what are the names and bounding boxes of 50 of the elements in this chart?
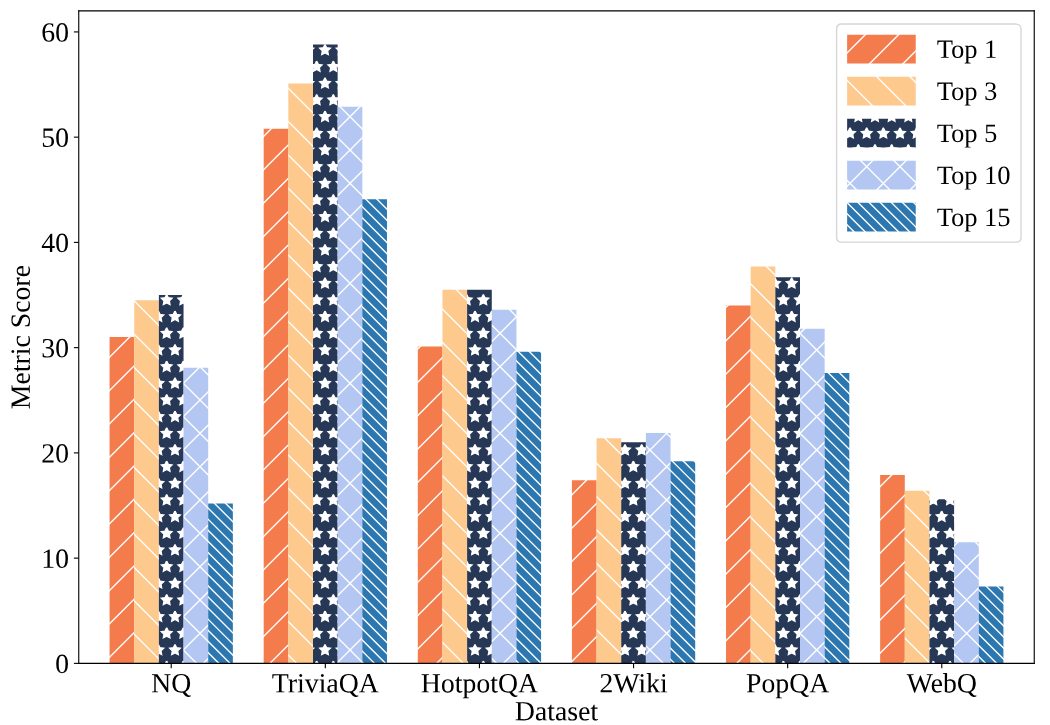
bar bbox=[263, 128, 289, 664]
bar bbox=[491, 309, 517, 664]
bar bbox=[726, 305, 751, 664]
bar bbox=[824, 372, 850, 664]
bar bbox=[516, 351, 542, 664]
bar bbox=[109, 337, 135, 664]
y-tick-label: 10 bbox=[43, 549, 68, 569]
legend-label: Top 5 bbox=[937, 124, 997, 148]
bar bbox=[337, 106, 363, 664]
x-tick-label: NQ bbox=[151, 673, 191, 697]
bar bbox=[158, 295, 184, 664]
x-tick-label: HotpotQA bbox=[421, 673, 538, 699]
legend-label: Top 3 bbox=[937, 82, 997, 106]
y-axis-title: Metric Score bbox=[11, 265, 31, 409]
bar bbox=[417, 346, 443, 664]
x-tick-label: PopQA bbox=[746, 673, 830, 699]
x-tick-label: WebQ bbox=[906, 673, 977, 697]
legend-label: Top 1 bbox=[937, 40, 996, 64]
y-tick-label: 40 bbox=[41, 233, 68, 253]
bar bbox=[904, 490, 930, 664]
legend-label: Top 10 bbox=[937, 166, 1010, 190]
bar bbox=[442, 289, 468, 664]
legend-label: Top 15 bbox=[937, 208, 1010, 232]
bar bbox=[645, 432, 671, 664]
bar bbox=[208, 503, 233, 664]
bar bbox=[750, 266, 776, 664]
x-tick-label: TriviaQA bbox=[272, 673, 379, 697]
y-tick-label: 60 bbox=[42, 23, 68, 42]
x-axis-title: Dataset bbox=[515, 702, 598, 721]
bar bbox=[571, 480, 597, 664]
bar bbox=[362, 199, 387, 664]
bar bbox=[929, 499, 955, 664]
bar bbox=[978, 586, 1004, 664]
bar bbox=[775, 277, 800, 664]
bar bbox=[183, 367, 209, 664]
bar bbox=[880, 474, 905, 664]
bar bbox=[467, 289, 492, 664]
y-tick-label: 20 bbox=[42, 444, 68, 463]
bar bbox=[621, 442, 646, 664]
x-tick-label: 2Wiki bbox=[600, 673, 668, 693]
bar bbox=[313, 44, 338, 664]
bar bbox=[670, 461, 696, 664]
y-tick-label: 30 bbox=[42, 338, 68, 358]
bar bbox=[134, 300, 159, 664]
bar bbox=[954, 542, 979, 664]
bar bbox=[288, 83, 313, 664]
bar bbox=[800, 328, 825, 664]
bar bbox=[596, 438, 622, 664]
y-tick-label: 0 bbox=[56, 654, 68, 674]
y-tick-label: 50 bbox=[42, 128, 68, 148]
